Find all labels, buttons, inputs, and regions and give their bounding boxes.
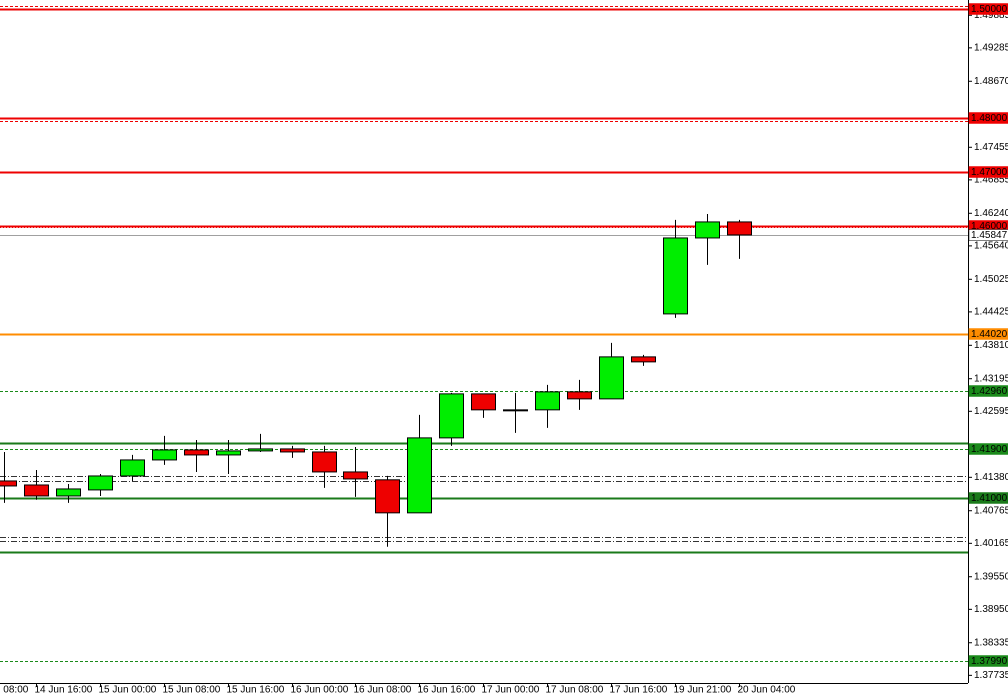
- level-label-box: [968, 112, 1008, 124]
- level-label-box: [968, 328, 1008, 340]
- candles: [0, 213, 752, 547]
- level-label: 1.50000: [971, 4, 1008, 15]
- x-tick-label: 15 Jun 00:00: [99, 685, 157, 696]
- candle-body: [152, 449, 177, 461]
- y-tick-label: 1.49885: [974, 10, 1008, 21]
- x-tick-label: 14 Jun 08:00: [0, 685, 29, 696]
- candle-body: [24, 484, 49, 497]
- x-labels: 14 Jun 08:00 14 Jun 16:00 15 Jun 00:00 15 J…: [0, 685, 796, 696]
- candle-body: [312, 451, 337, 473]
- y-tick-label: 1.43810: [974, 340, 1008, 351]
- y-tick-label: 1.47455: [974, 142, 1008, 153]
- candle-body: [663, 237, 688, 315]
- y-tick-label: 1.49285: [974, 43, 1008, 54]
- candle-body: [375, 479, 400, 514]
- level-label: 1.41000: [971, 493, 1008, 504]
- y-tick-label: 1.45025: [974, 274, 1008, 285]
- level-label: 1.44020: [971, 329, 1008, 340]
- level-label: 1.47000: [971, 167, 1008, 178]
- candle-body: [184, 449, 209, 456]
- x-tick-label: 16 Jun 16:00: [418, 685, 476, 696]
- y-tick-label: 1.48670: [974, 76, 1008, 87]
- candle-body: [599, 356, 624, 400]
- candle-body: [56, 488, 81, 497]
- level-label: 1.46000: [971, 221, 1008, 232]
- candle-body: [503, 409, 528, 412]
- x-tick-label: 17 Jun 08:00: [546, 685, 604, 696]
- candle-body: [248, 448, 273, 452]
- level-label-box: [968, 443, 1008, 455]
- x-tick-label: 19 Jun 21:00: [674, 685, 732, 696]
- y-tick-label: 1.46240: [974, 208, 1008, 219]
- candle-body: [535, 391, 560, 411]
- y-tick-label: 1.43195: [974, 373, 1008, 384]
- y-tick-label: 1.41380: [974, 472, 1008, 483]
- x-tick-label: 17 Jun 00:00: [482, 685, 540, 696]
- level-label: 1.42960: [971, 386, 1008, 397]
- candle-body: [120, 459, 145, 477]
- x-tick-label: 16 Jun 08:00: [354, 685, 412, 696]
- candle-body: [567, 391, 592, 400]
- y-tick-label: 1.37735: [974, 670, 1008, 681]
- level-label-box: [968, 3, 1008, 15]
- x-tick-label: 16 Jun 00:00: [291, 685, 349, 696]
- candle-body: [631, 356, 656, 363]
- level-label-box: [968, 655, 1008, 667]
- axes: 1.49885 1.49285 1.48670 1.47455 1.46855 1.462…: [36, 10, 1008, 687]
- y-tick-label: 1.45640: [974, 241, 1008, 252]
- level-label: 1.48000: [971, 113, 1008, 124]
- level-label-box: [968, 229, 1008, 241]
- y-tick-label: 1.42595: [974, 406, 1008, 417]
- candle-body: [407, 437, 432, 514]
- levels: [0, 6, 968, 662]
- y-tick-label: 1.40765: [974, 505, 1008, 516]
- y-tick-label: 1.44425: [974, 307, 1008, 318]
- x-tick-label: 15 Jun 16:00: [227, 685, 285, 696]
- y-tick-label: 1.39550: [974, 571, 1008, 582]
- y-tick-label: 1.38950: [974, 604, 1008, 615]
- y-tick-label: 1.46855: [974, 175, 1008, 186]
- candle-body: [0, 480, 17, 487]
- y-tick-label: 1.40165: [974, 538, 1008, 549]
- level-label: 1.37990: [971, 656, 1008, 667]
- level-label-box: [968, 492, 1008, 504]
- x-tick-label: 15 Jun 08:00: [163, 685, 221, 696]
- candle-body: [216, 450, 241, 456]
- y-tick-label: 1.38335: [974, 637, 1008, 648]
- level-label-box: [968, 166, 1008, 178]
- candle-body: [88, 475, 113, 491]
- level-label: 1.45847: [971, 230, 1008, 241]
- candle-body: [471, 393, 496, 411]
- level-label: 1.41900: [971, 444, 1008, 455]
- level-label-box: [968, 385, 1008, 397]
- x-tick-label: 14 Jun 16:00: [35, 685, 93, 696]
- candle-body: [727, 221, 752, 236]
- candle-body: [439, 393, 464, 439]
- x-tick-label: 17 Jun 16:00: [610, 685, 668, 696]
- x-tick-label: 20 Jun 04:00: [738, 685, 796, 696]
- candle-body: [695, 221, 720, 239]
- candle-body: [343, 471, 368, 480]
- candle-body: [280, 448, 305, 453]
